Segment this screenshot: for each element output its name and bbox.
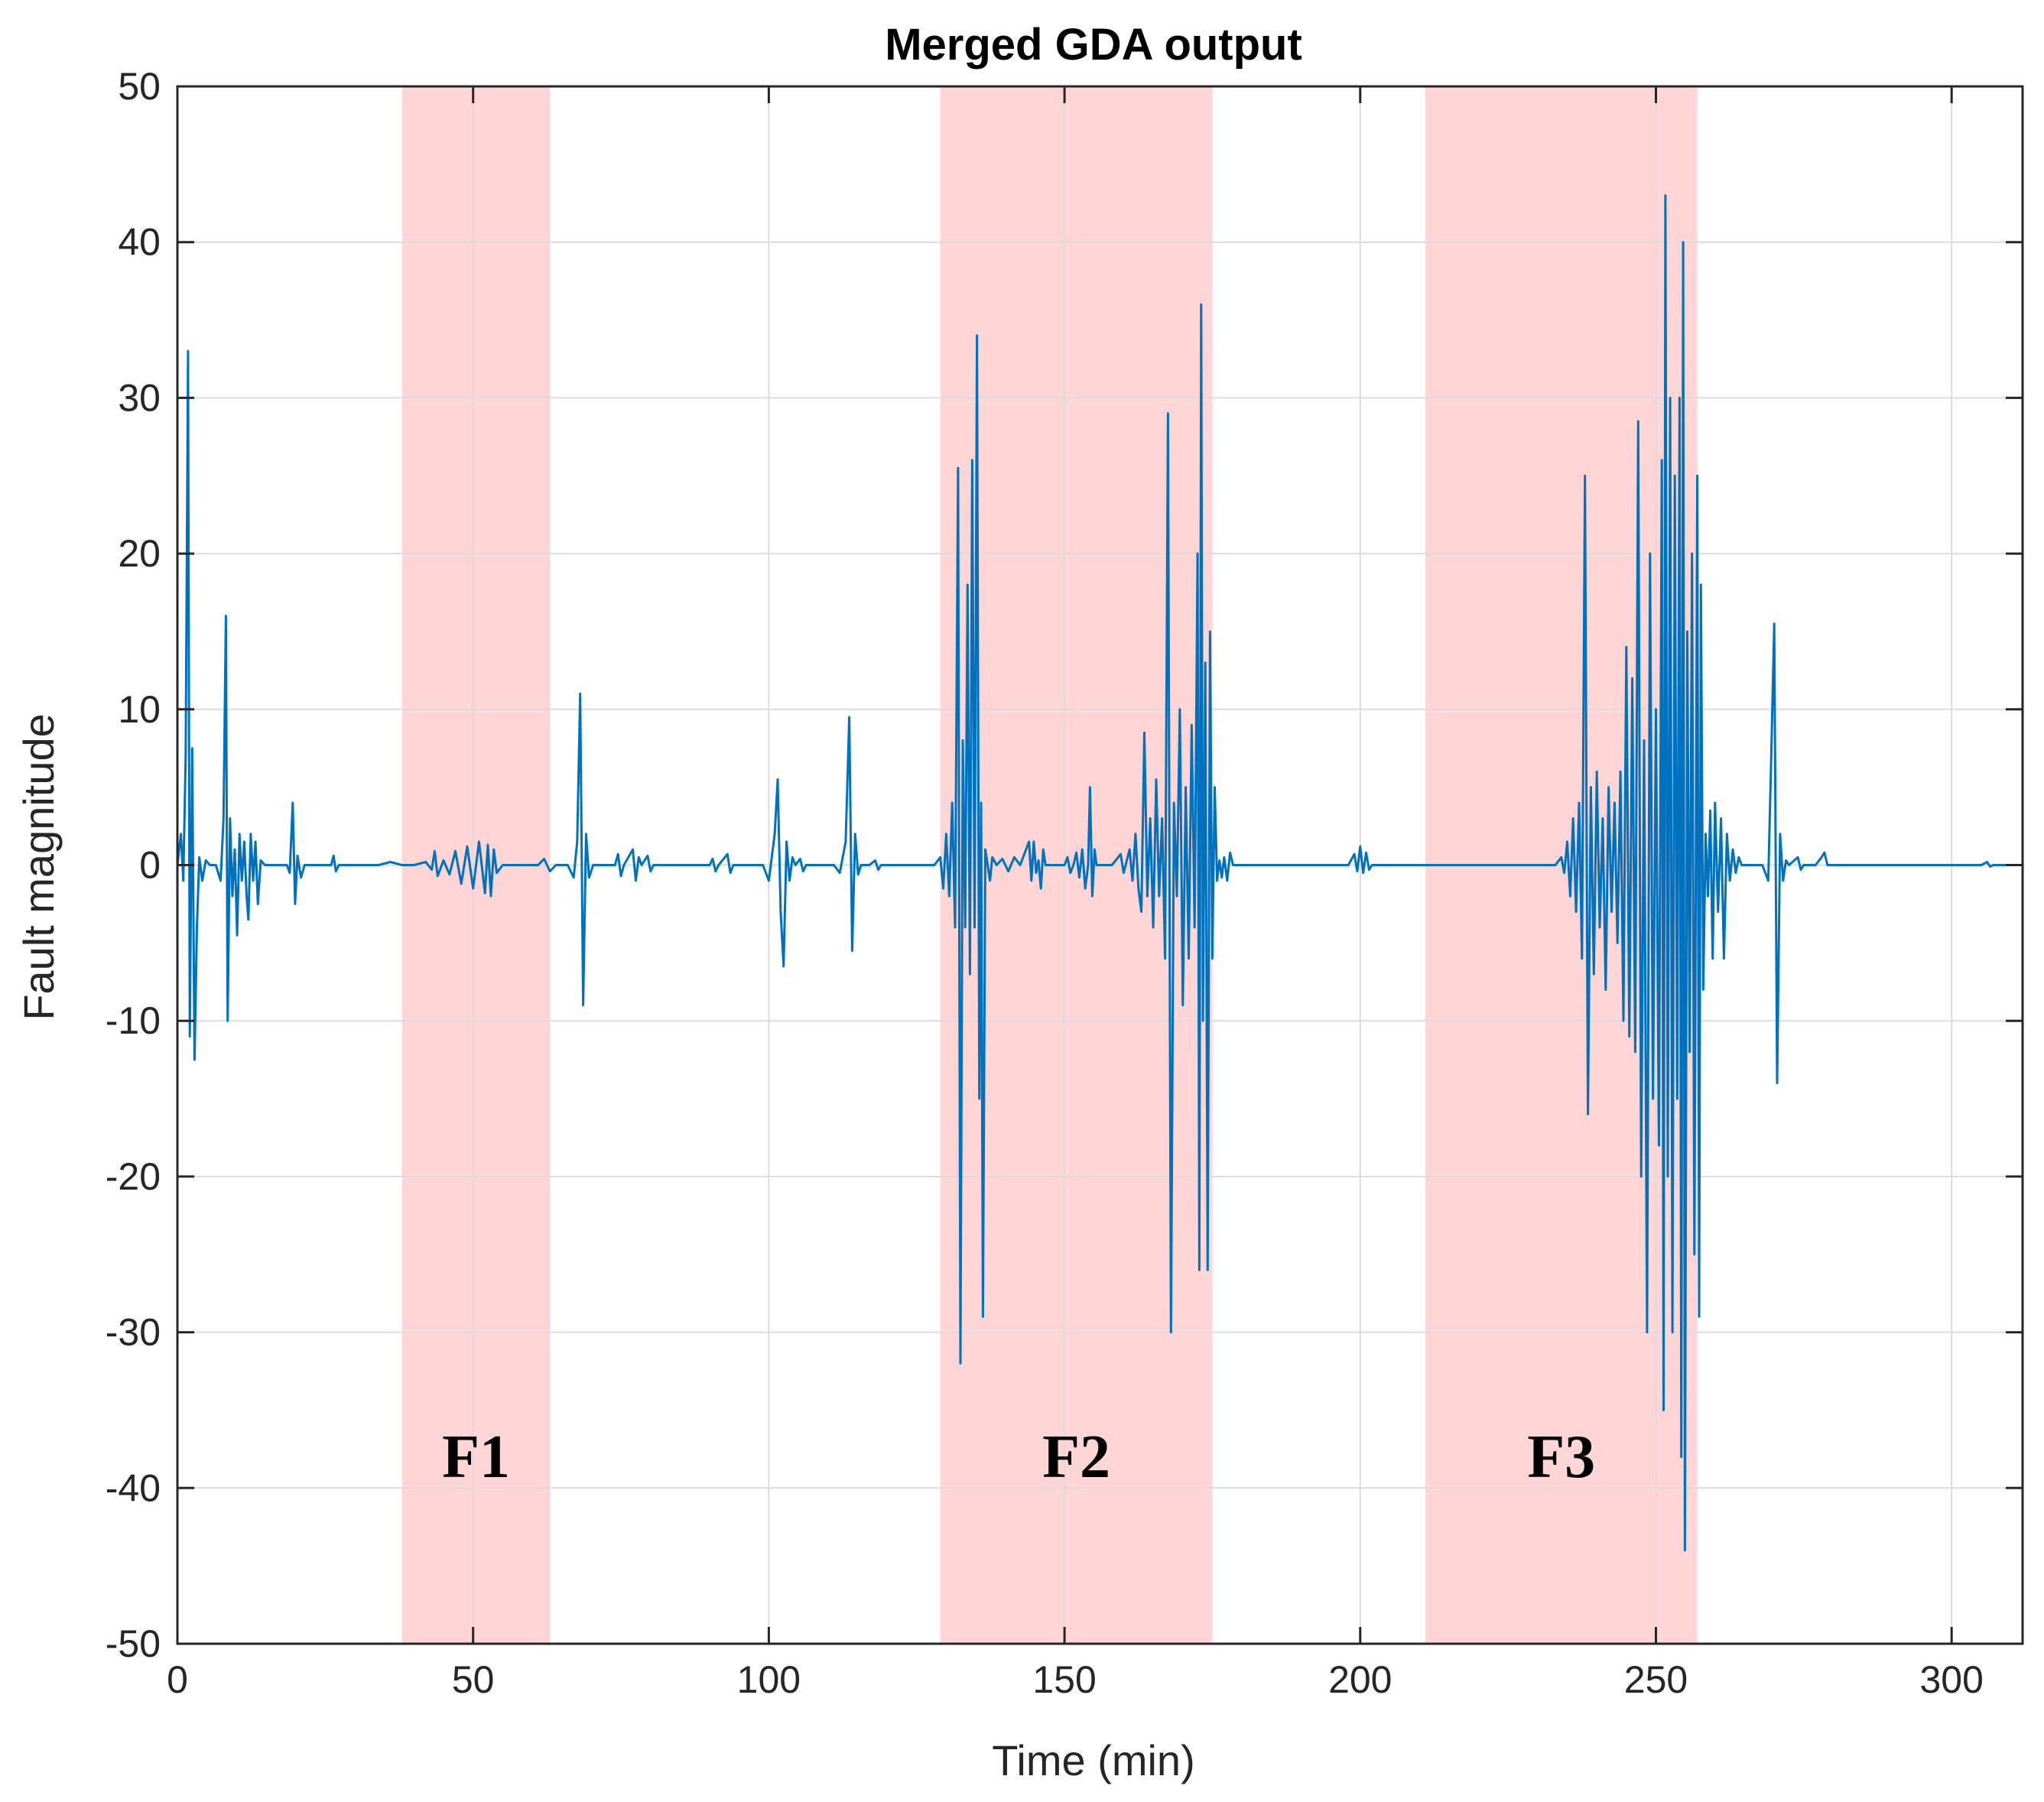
y-tick-label: 50 (118, 65, 161, 108)
series-line (176, 194, 2023, 1552)
y-tick-label: -20 (106, 1155, 161, 1198)
y-tick-label: 20 (118, 532, 161, 575)
x-tick-label: 300 (1919, 1658, 1983, 1701)
y-tick-label: -30 (106, 1311, 161, 1354)
series-line-layer (176, 194, 2023, 1552)
x-axis-title: Time (min) (992, 1736, 1194, 1784)
axis-ticks: 0 50 100 150 200 250 300 -50 -40 -30 -20 -10 0 10 20 30… (106, 65, 2023, 1701)
y-axis-title: Fault magnitude (15, 713, 63, 1021)
region-label-f1: F1 (442, 1424, 510, 1491)
y-tick-label: 0 (139, 844, 161, 887)
x-tick-label: 250 (1624, 1658, 1688, 1701)
chart-title: Merged GDA output (885, 20, 1302, 70)
region-labels: F1 F2 F3 (442, 1424, 1595, 1491)
y-tick-label: 40 (118, 221, 161, 264)
x-tick-label: 100 (737, 1658, 801, 1701)
y-tick-label: -50 (106, 1622, 161, 1665)
region-label-f2: F2 (1042, 1424, 1110, 1491)
y-tick-label: -40 (106, 1466, 161, 1509)
x-tick-label: 0 (167, 1658, 188, 1701)
y-tick-label: 30 (118, 376, 161, 419)
region-label-f3: F3 (1527, 1424, 1595, 1491)
x-tick-label: 150 (1032, 1658, 1096, 1701)
y-tick-label: 10 (118, 688, 161, 731)
x-tick-label: 200 (1328, 1658, 1392, 1701)
x-tick-label: 50 (452, 1658, 495, 1701)
y-tick-label: -10 (106, 999, 161, 1042)
